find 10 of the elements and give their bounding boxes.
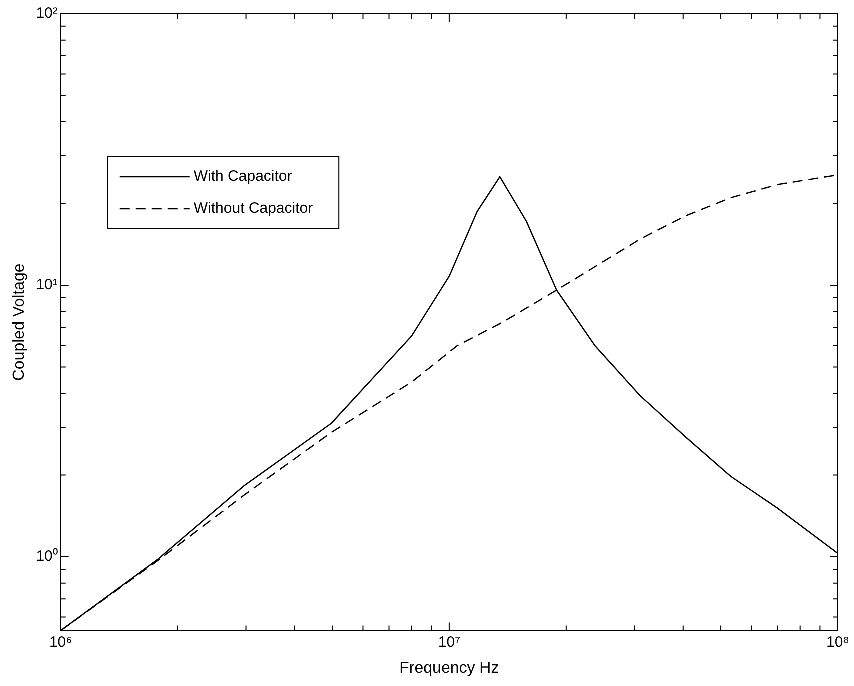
x-axis-title: Frequency Hz (400, 660, 500, 677)
x-tick-label: 10⁶ (49, 634, 72, 651)
y-tick-label: 10¹ (36, 276, 58, 294)
y-tick-label: 10⁰ (36, 548, 58, 566)
x-tick-label: 10⁸ (826, 634, 850, 651)
y-tick-label: 10² (36, 5, 58, 22)
legend-label: With Capacitor (194, 168, 292, 186)
legend-label: Without Capacitor (194, 200, 314, 218)
x-tick-label: 10⁷ (438, 634, 461, 651)
y-axis-title: Coupled Voltage (11, 264, 28, 382)
